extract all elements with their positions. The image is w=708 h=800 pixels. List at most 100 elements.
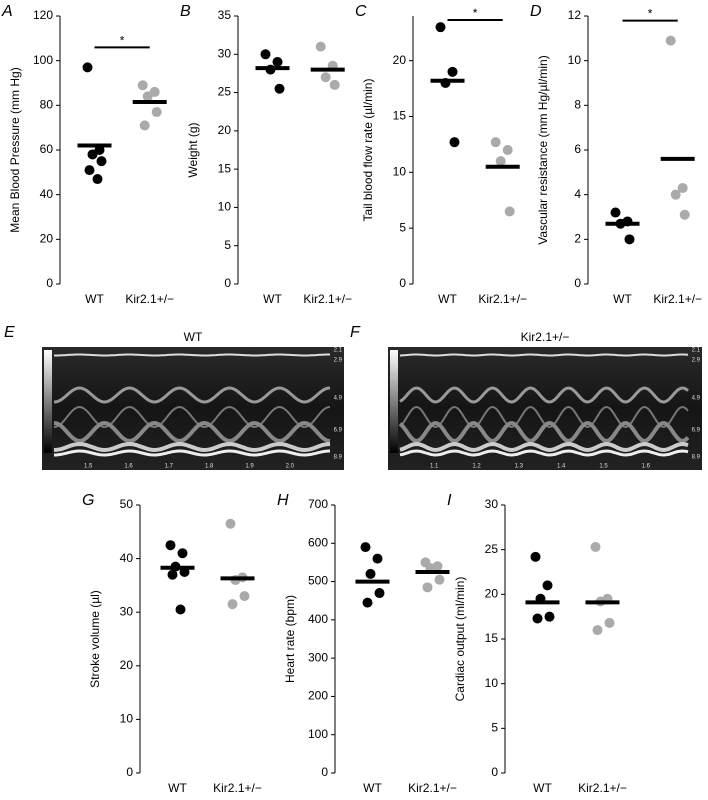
y-tick-label: 200 (308, 689, 328, 703)
y-tick-label: 12 (568, 8, 582, 22)
y-tick-label: 35 (218, 8, 232, 22)
time-label: 1.7 (165, 464, 174, 470)
y-tick-label: 10 (120, 712, 134, 726)
data-point (490, 137, 501, 148)
data-point (365, 568, 376, 579)
data-point (679, 209, 690, 220)
significance-label: * (473, 6, 478, 20)
x-tick-label: WT (363, 781, 382, 795)
depth-label: 2.9 (692, 358, 701, 364)
data-point (670, 189, 681, 200)
echo-trace (399, 353, 689, 357)
y-tick-label: 0 (574, 276, 581, 290)
panel-letter: I (447, 492, 452, 509)
y-tick-label: 0 (224, 276, 231, 290)
y-tick-label: 15 (218, 161, 232, 175)
y-tick-label: 40 (120, 551, 134, 565)
data-point (360, 542, 371, 553)
depth-label: 2.1 (692, 348, 701, 354)
data-point (449, 137, 460, 148)
y-tick-label: 0 (126, 765, 133, 779)
x-tick-label: WT (85, 292, 104, 306)
time-label: 1.3 (515, 464, 524, 470)
echo-trace (54, 449, 330, 457)
data-point (362, 597, 373, 608)
echo-trace (398, 420, 690, 444)
y-tick-label: 25 (485, 542, 499, 556)
depth-label: 6.9 (692, 428, 701, 434)
data-point (87, 149, 98, 160)
echo-trace (399, 449, 689, 457)
y-axis-label: Cardiac output (ml/min) (453, 577, 467, 702)
y-tick-label: 30 (218, 46, 232, 60)
data-point (677, 182, 688, 193)
data-point (137, 80, 148, 91)
y-tick-label: 600 (308, 535, 328, 549)
y-axis-label: Stroke volume (µl) (88, 590, 102, 688)
data-point (447, 66, 458, 77)
data-point (624, 234, 635, 245)
y-tick-label: 30 (485, 497, 499, 511)
echo-trace (53, 441, 331, 453)
y-tick-label: 10 (393, 165, 407, 179)
x-tick-label: WT (263, 292, 282, 306)
time-label: 1.2 (472, 464, 481, 470)
y-tick-label: 25 (218, 85, 232, 99)
significance-label: * (648, 7, 653, 21)
x-tick-label: WT (533, 781, 552, 795)
y-tick-label: 10 (568, 53, 582, 67)
panel-letter: H (277, 492, 289, 509)
y-tick-label: 20 (485, 587, 499, 601)
time-label: 1.6 (642, 464, 651, 470)
data-point (502, 145, 513, 155)
echo-trace (399, 386, 689, 404)
echo-trace (399, 405, 689, 429)
x-tick-label: WT (168, 781, 187, 795)
data-point (272, 56, 283, 67)
data-point (530, 551, 541, 562)
echo-trace (399, 441, 689, 453)
data-point (227, 599, 238, 610)
y-axis-label: Tail blood flow rate (µl/min) (361, 79, 375, 222)
time-label: 1.8 (205, 464, 214, 470)
time-label: 1.4 (557, 464, 566, 470)
x-tick-label: Kir2.1+/− (408, 781, 457, 795)
y-tick-label: 0 (399, 276, 406, 290)
y-axis-label: Mean Blood Pressure (mm Hg) (8, 67, 22, 232)
time-label: 1.6 (124, 464, 133, 470)
image-title: WT (184, 330, 203, 344)
depth-label: 2.9 (334, 358, 343, 364)
y-tick-label: 700 (308, 497, 328, 511)
data-point (165, 540, 176, 551)
y-tick-label: 0 (321, 765, 328, 779)
y-tick-label: 20 (120, 658, 134, 672)
depth-label: 4.9 (334, 396, 343, 402)
panel-letter: A (1, 3, 13, 20)
data-point (82, 62, 93, 73)
y-tick-label: 400 (308, 612, 328, 626)
y-tick-label: 20 (40, 232, 54, 246)
depth-label: 4.9 (692, 396, 701, 402)
data-point (239, 591, 250, 602)
y-axis-label: Weight (g) (186, 122, 200, 177)
x-tick-label: Kir2.1+/− (653, 292, 702, 306)
data-point (422, 582, 433, 593)
data-point (372, 553, 383, 564)
y-tick-label: 10 (218, 200, 232, 214)
data-point (590, 541, 601, 552)
panel-letter: C (355, 3, 367, 20)
y-tick-label: 6 (574, 142, 581, 156)
y-tick-label: 5 (224, 238, 231, 252)
echo-trace (54, 353, 330, 357)
y-tick-label: 2 (574, 232, 581, 246)
data-point (84, 165, 95, 176)
echo-trace (53, 420, 331, 444)
data-point (610, 207, 621, 218)
y-tick-label: 15 (393, 109, 407, 123)
data-point (532, 613, 543, 624)
time-label: 1.5 (84, 464, 93, 470)
data-point (504, 206, 515, 217)
y-tick-label: 8 (574, 98, 581, 112)
x-tick-label: Kir2.1+/− (303, 292, 352, 306)
